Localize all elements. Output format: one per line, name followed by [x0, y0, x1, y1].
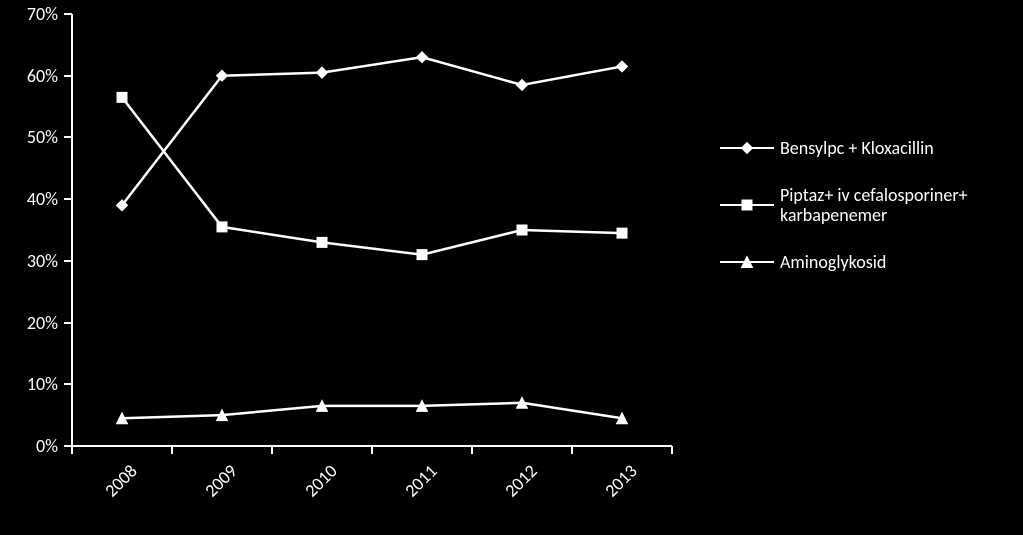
legend-entry: Aminoglykosid [720, 252, 1023, 273]
legend-label: Aminoglykosid [780, 252, 886, 273]
legend-swatch [720, 252, 774, 272]
series-marker [517, 225, 527, 235]
series-line [122, 97, 622, 254]
series-marker [217, 222, 227, 232]
series-marker [617, 228, 627, 238]
series-line [122, 403, 622, 418]
legend: Bensylpc + Kloxacillin Piptaz+ iv cefalos… [720, 138, 1023, 299]
legend-label: Bensylpc + Kloxacillin [780, 138, 934, 159]
legend-entry: Bensylpc + Kloxacillin [720, 138, 1023, 159]
series-marker [617, 61, 628, 72]
diamond-icon [737, 138, 757, 158]
series-marker [317, 237, 327, 247]
triangle-icon [737, 252, 757, 272]
legend-label: Piptaz+ iv cefalosporiner+ karbapenemer [780, 185, 1023, 226]
series-marker [517, 79, 528, 90]
series-marker [417, 250, 427, 260]
line-chart: 0%10%20%30%40%50%60%70%20082009201020112… [0, 0, 1023, 535]
square-icon [737, 195, 757, 215]
legend-swatch [720, 138, 774, 158]
legend-swatch [720, 195, 774, 215]
legend-entry: Piptaz+ iv cefalosporiner+ karbapenemer [720, 185, 1023, 226]
series-marker [417, 52, 428, 63]
series-marker [117, 92, 127, 102]
series-marker [317, 67, 328, 78]
series-line [122, 57, 622, 205]
